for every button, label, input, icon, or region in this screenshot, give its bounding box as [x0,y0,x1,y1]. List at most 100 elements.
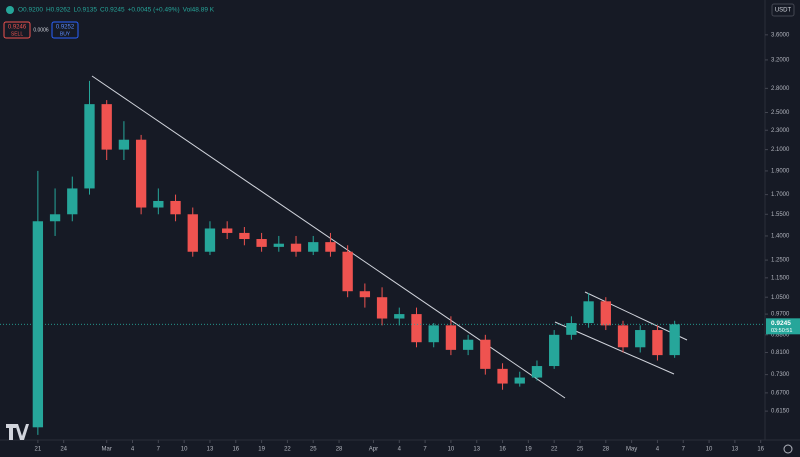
readout-item: O0.9200 [18,7,43,14]
y-tick-label: 0.9700 [771,312,790,318]
candle-body [32,221,44,428]
last-price-tag [766,318,800,335]
y-tick-label: 1.4000 [771,234,790,240]
candle-body [222,228,233,233]
y-tick-label: 2.8000 [771,86,790,92]
candle-body [600,301,611,326]
x-tick-label: 21 [35,447,42,453]
buy-label: BUY [60,31,71,37]
x-tick-label: 25 [577,447,584,453]
y-tick-label: 1.5500 [771,212,790,218]
x-tick-label: 10 [448,447,455,453]
x-tick-label: 7 [157,447,161,453]
candle-body [239,232,250,240]
x-tick-label: 16 [232,447,239,453]
x-tick-label: 10 [706,447,713,453]
candle-body [153,200,164,208]
x-tick-label: 7 [682,447,686,453]
candle-body [445,325,457,350]
x-tick-label: 24 [60,447,67,453]
candle-body [583,301,594,324]
candle-body [325,242,336,252]
candle-body [187,214,198,252]
candle-body [101,104,112,150]
x-tick-label: 22 [551,447,558,453]
sell-button[interactable] [3,21,31,39]
candle-body [566,323,577,335]
candle-body [669,324,680,356]
readout-item: Vol48.89 K [183,7,215,14]
readout-item: C0.9245 [100,7,125,14]
candle-body [273,243,284,247]
y-tick-label: 3.6000 [771,32,790,38]
ohlc-readout: O0.9200 H0.9262 L0.9135 C0.9245 +0.0045 (+0.… [18,7,215,14]
candle-body [411,314,422,343]
x-tick-label: 28 [602,447,609,453]
y-tick-label: 3.2000 [771,58,790,64]
spread: 0.0006 [33,27,49,33]
candle-body [290,243,302,252]
settings-icon[interactable] [783,444,793,454]
x-tick-label: 16 [499,447,506,453]
y-tick-label: 2.1000 [771,147,790,153]
x-tick-label: 13 [207,447,214,453]
y-tick-label: 1.0500 [771,295,790,301]
y-tick-label: 2.5000 [771,110,790,116]
x-tick-label: 13 [732,447,739,453]
candle-body [308,242,319,252]
readout-item: +0.0045 (+0.49%) [128,7,180,14]
y-tick-label: 1.9000 [771,169,790,175]
logo [6,424,29,440]
candle-body [462,339,474,350]
y-tick-label: 2.3000 [771,128,790,134]
x-tick-label: 10 [181,447,188,453]
currency-button[interactable] [771,3,795,17]
candle-body [256,239,267,247]
candle-body [376,297,388,319]
candle-body [428,325,439,343]
candle-body [394,314,405,319]
x-tick-label: 25 [310,447,317,453]
readout-item: L0.9135 [74,7,98,14]
sell-label: SELL [11,31,23,37]
countdown: 03:50:51 [771,328,792,334]
candle-body [84,104,95,189]
x-tick-label: Apr [369,447,378,453]
y-tick-label: 1.7000 [771,192,790,198]
x-tick-label: 19 [525,447,532,453]
y-tick-label: 0.8100 [771,350,790,356]
sell-price: 0.9246 [8,25,27,31]
last-price-label: 0.9245 [771,320,791,327]
candle-body [497,368,508,384]
candle-body [342,251,353,292]
candle-body [204,228,216,252]
x-tick-label: 4 [131,447,135,453]
y-tick-label: 1.2500 [771,258,790,264]
currency: USDT [775,8,792,14]
readout-item: H0.9262 [46,7,71,14]
candle-body [549,334,560,367]
candle-body [359,291,371,298]
candle-body [617,325,629,348]
x-tick-label: 22 [284,447,291,453]
y-tick-label: 1.1500 [771,275,790,281]
symbol-icon [6,6,14,14]
candle-body [49,214,61,222]
candle-body [514,377,525,384]
y-tick-label: 0.8800 [771,332,790,338]
candle-body [635,330,646,348]
y-tick-label: 0.7300 [771,372,790,378]
x-tick-label: 16 [757,447,764,453]
x-tick-label: 4 [656,447,660,453]
x-tick-label: May [626,447,637,453]
candle-body [170,200,181,215]
x-tick-label: 7 [423,447,427,453]
buy-button[interactable] [51,21,79,39]
y-tick-label: 0.6150 [771,409,790,415]
candle-body [531,366,543,378]
y-tick-label: 0.6700 [771,390,790,396]
x-tick-label: Mar [102,447,112,453]
